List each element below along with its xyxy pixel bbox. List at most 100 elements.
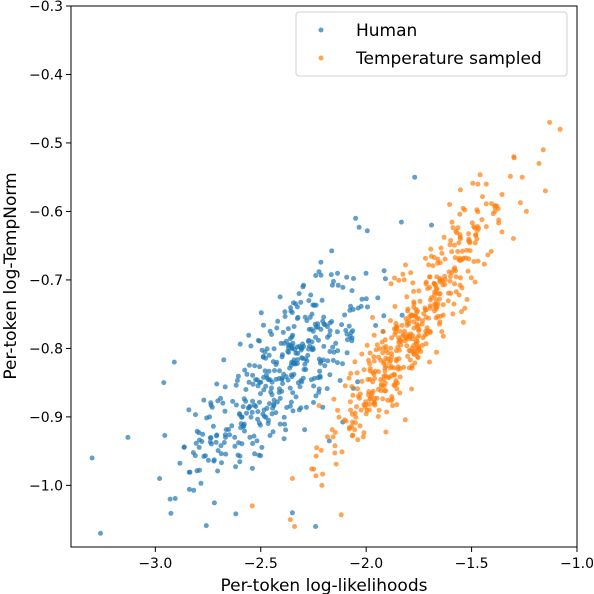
point-temperature-sampled — [511, 154, 517, 160]
point-temperature-sampled — [427, 359, 432, 365]
point-human — [313, 273, 319, 278]
point-human — [303, 404, 309, 410]
point-temperature-sampled — [379, 339, 385, 345]
point-human — [272, 368, 277, 373]
point-temperature-sampled — [436, 291, 442, 297]
point-temperature-sampled — [427, 297, 433, 303]
point-human — [399, 312, 405, 318]
point-human — [207, 439, 213, 445]
points-layer — [89, 119, 563, 536]
y-tick-label: −0.3 — [29, 0, 63, 15]
point-temperature-sampled — [407, 357, 413, 363]
point-human — [303, 367, 309, 372]
point-temperature-sampled — [450, 225, 456, 231]
series-human — [89, 174, 434, 536]
point-temperature-sampled — [458, 275, 463, 281]
point-temperature-sampled — [474, 207, 480, 213]
point-temperature-sampled — [517, 200, 523, 206]
point-temperature-sampled — [426, 262, 432, 268]
point-human — [213, 439, 219, 445]
point-temperature-sampled — [519, 174, 525, 180]
point-human — [279, 354, 285, 360]
point-temperature-sampled — [370, 388, 376, 394]
point-temperature-sampled — [465, 268, 471, 274]
point-temperature-sampled — [447, 202, 453, 207]
point-temperature-sampled — [455, 249, 461, 254]
point-human — [337, 378, 343, 383]
point-temperature-sampled — [488, 249, 494, 254]
point-human — [288, 305, 294, 311]
point-temperature-sampled — [403, 262, 408, 268]
point-human — [290, 408, 296, 414]
point-temperature-sampled — [400, 333, 406, 339]
point-temperature-sampled — [427, 274, 432, 280]
point-human — [344, 350, 350, 356]
point-human — [290, 390, 296, 396]
point-temperature-sampled — [459, 309, 464, 315]
point-human — [210, 423, 216, 429]
x-tick-label: −2.0 — [349, 556, 383, 572]
point-temperature-sampled — [536, 161, 542, 166]
point-temperature-sampled — [440, 302, 446, 308]
point-human — [288, 399, 294, 405]
point-human — [321, 343, 327, 349]
point-human — [309, 339, 315, 345]
point-temperature-sampled — [464, 297, 470, 302]
point-temperature-sampled — [448, 238, 454, 243]
point-temperature-sampled — [434, 304, 440, 310]
y-tick-label: −0.6 — [29, 204, 63, 220]
point-temperature-sampled — [375, 386, 381, 392]
point-human — [237, 453, 243, 459]
point-temperature-sampled — [376, 369, 381, 375]
point-temperature-sampled — [490, 211, 496, 217]
point-human — [293, 394, 299, 400]
point-temperature-sampled — [383, 363, 389, 369]
point-human — [171, 359, 177, 365]
point-human — [271, 401, 277, 407]
point-temperature-sampled — [469, 220, 475, 226]
point-human — [242, 367, 248, 373]
point-human — [308, 377, 314, 383]
point-temperature-sampled — [376, 354, 381, 360]
point-temperature-sampled — [492, 204, 498, 210]
point-temperature-sampled — [425, 286, 431, 291]
point-temperature-sampled — [292, 524, 297, 529]
point-human — [229, 423, 235, 429]
point-temperature-sampled — [428, 246, 434, 252]
point-human — [318, 360, 323, 366]
point-human — [234, 378, 240, 383]
point-temperature-sampled — [435, 256, 441, 262]
point-human — [247, 434, 253, 440]
point-temperature-sampled — [397, 328, 403, 334]
point-human — [281, 371, 287, 377]
point-human — [279, 375, 285, 381]
point-temperature-sampled — [358, 407, 364, 413]
point-human — [266, 417, 271, 423]
point-temperature-sampled — [353, 414, 359, 420]
point-temperature-sampled — [352, 420, 358, 426]
point-temperature-sampled — [423, 328, 429, 334]
point-temperature-sampled — [394, 402, 400, 408]
point-temperature-sampled — [433, 286, 439, 292]
point-temperature-sampled — [388, 318, 393, 324]
point-human — [317, 373, 323, 379]
point-human — [255, 383, 261, 389]
point-human — [382, 276, 388, 282]
point-human — [344, 331, 350, 337]
point-temperature-sampled — [471, 259, 477, 264]
point-human — [233, 382, 239, 388]
legend-label-human: Human — [356, 21, 417, 41]
point-human — [270, 429, 276, 435]
point-human — [278, 340, 284, 346]
point-temperature-sampled — [447, 242, 453, 248]
point-temperature-sampled — [438, 245, 444, 251]
x-axis: −3.0 −2.5 −2.0 −1.5 −1.0 — [138, 547, 594, 572]
point-human — [198, 480, 204, 486]
point-temperature-sampled — [354, 370, 360, 376]
point-human — [429, 222, 434, 228]
point-human — [302, 427, 308, 433]
point-temperature-sampled — [475, 258, 481, 264]
point-temperature-sampled — [385, 350, 391, 356]
point-temperature-sampled — [338, 512, 344, 518]
point-temperature-sampled — [352, 427, 358, 433]
